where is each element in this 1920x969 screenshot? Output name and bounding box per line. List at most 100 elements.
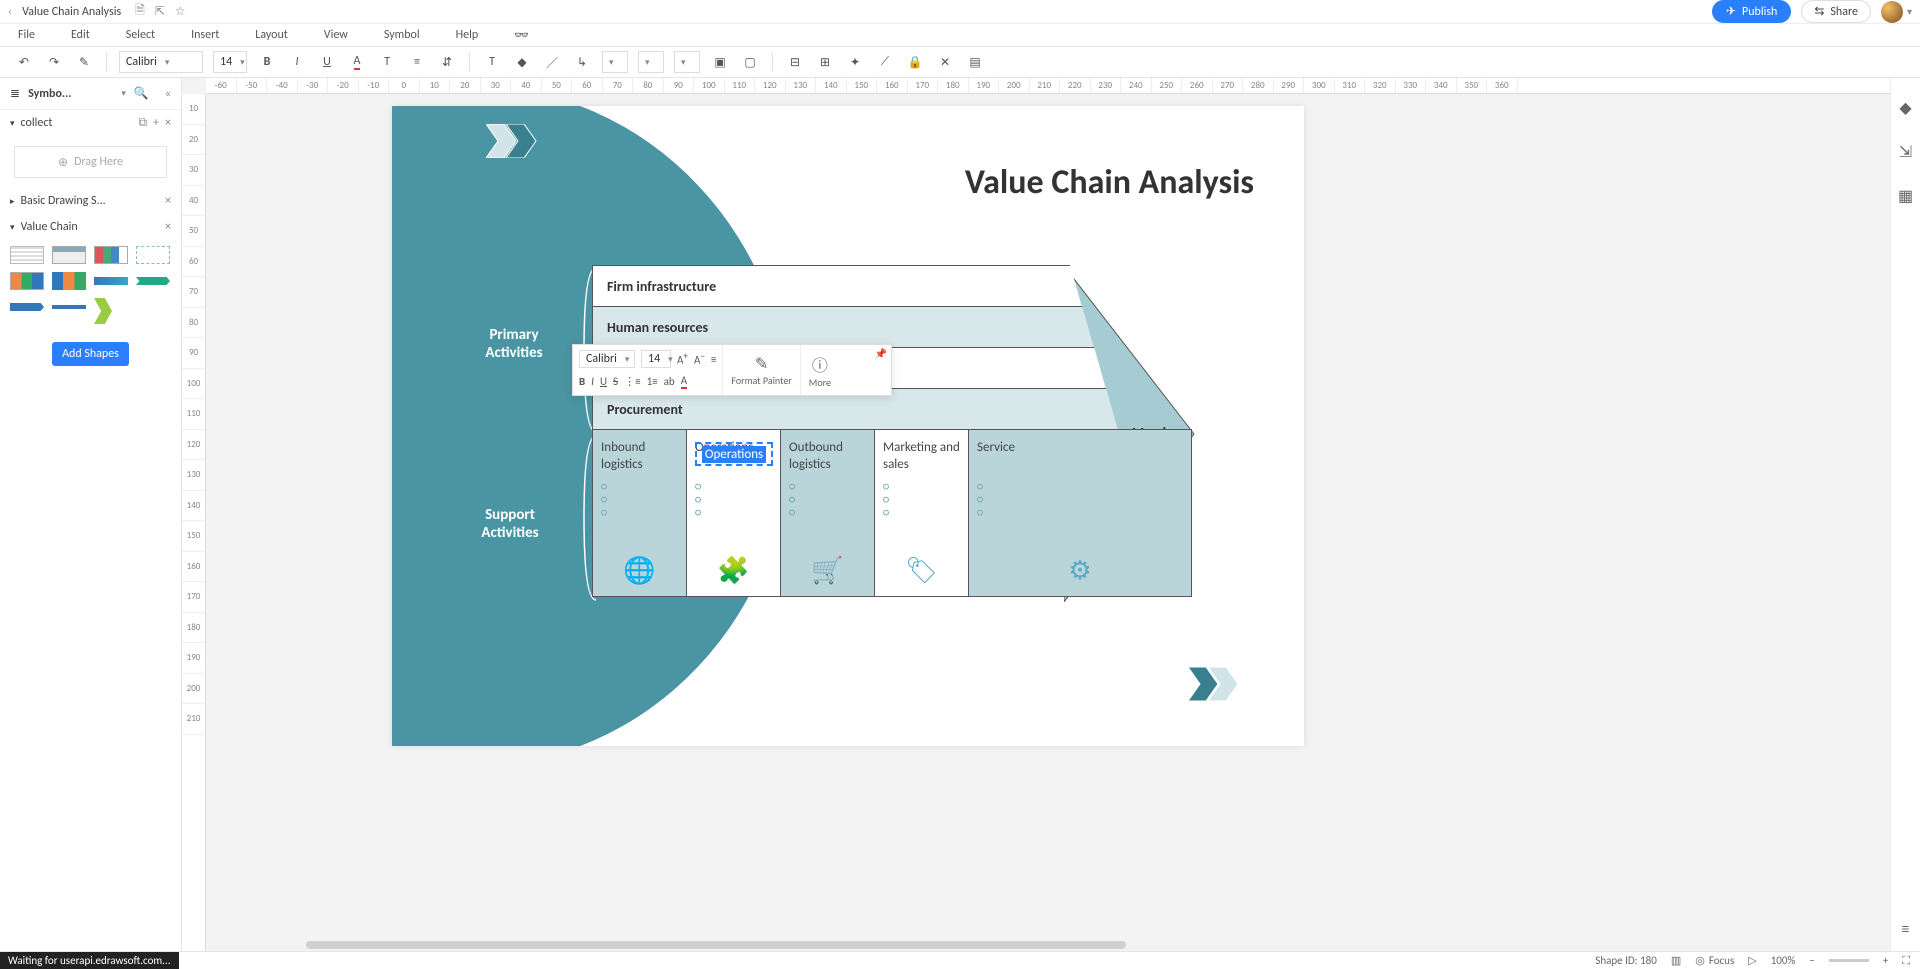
pin-icon[interactable]: 📌	[875, 347, 887, 360]
bold-icon[interactable]: B	[579, 375, 585, 388]
new-window-icon[interactable]: ⧉	[138, 116, 147, 130]
shape-thumb[interactable]	[94, 246, 128, 264]
menu-view[interactable]: View	[324, 28, 348, 42]
fill-button[interactable]: ◆	[512, 52, 532, 72]
avatar[interactable]	[1881, 1, 1903, 23]
sidebar-dropdown-icon[interactable]: ▾	[121, 88, 126, 99]
export-panel-icon[interactable]: ⇲	[1899, 142, 1912, 162]
menu-layout[interactable]: Layout	[255, 28, 288, 42]
page[interactable]: Value Chain Analysis Primary Activities …	[392, 106, 1304, 746]
sidebar-group-valuechain[interactable]: ▾ Value Chain ×	[0, 214, 181, 240]
fullscreen-icon[interactable]: ⛶	[1902, 954, 1910, 968]
menu-symbol[interactable]: Symbol	[384, 28, 420, 42]
bold-button[interactable]: B	[257, 52, 277, 72]
crop-button[interactable]: ⟋	[875, 52, 895, 72]
group-button[interactable]: ▣	[710, 52, 730, 72]
shape-thumb[interactable]	[94, 277, 128, 285]
shape-thumb[interactable]	[52, 246, 86, 264]
font-size-select[interactable]: 14▾	[213, 51, 247, 73]
shape-thumb[interactable]	[52, 272, 86, 290]
shape-thumb[interactable]	[136, 277, 170, 285]
increase-font-icon[interactable]: A+	[677, 351, 688, 367]
format-painter-button[interactable]: ✎	[74, 52, 94, 72]
focus-button[interactable]: ◎ Focus	[1695, 954, 1734, 967]
user-menu-chevron[interactable]: ▾	[1907, 5, 1912, 18]
more-panel-icon[interactable]: ≡	[1902, 920, 1910, 939]
font-color-button[interactable]: A	[347, 52, 367, 72]
add-shapes-button[interactable]: Add Shapes	[52, 342, 129, 366]
menu-insert[interactable]: Insert	[191, 28, 219, 42]
bullet-list-icon[interactable]: ⋮≡	[624, 375, 640, 388]
redo-button[interactable]: ↷	[44, 52, 64, 72]
primary-activity-cell[interactable]: Inbound logistics○○○🌐	[593, 430, 687, 596]
export-icon[interactable]: ⇱	[155, 4, 165, 19]
italic-icon[interactable]: I	[591, 375, 594, 388]
text-tool-button[interactable]: T	[482, 52, 502, 72]
tools-button[interactable]: ✕	[935, 52, 955, 72]
line-start-select[interactable]: ▾	[602, 51, 628, 73]
text-edit-selection[interactable]: Operations	[695, 442, 773, 466]
line-style-select[interactable]: ▾	[674, 51, 700, 73]
drag-here-zone[interactable]: ⊕ Drag Here	[14, 146, 167, 178]
float-format-painter[interactable]: ✎ Format Painter	[723, 345, 800, 395]
font-color-icon[interactable]: A	[681, 374, 687, 389]
lock-button[interactable]: 🔒	[905, 52, 925, 72]
presentation-icon[interactable]: ▷	[1748, 954, 1756, 967]
italic-button[interactable]: I	[287, 52, 307, 72]
zoom-level[interactable]: 100%	[1771, 954, 1796, 967]
grid-panel-icon[interactable]: ▦	[1898, 186, 1913, 206]
menu-file[interactable]: File	[18, 28, 35, 42]
line-spacing-button[interactable]: ⇵	[437, 52, 457, 72]
close-icon[interactable]: ×	[165, 116, 171, 130]
decrease-font-icon[interactable]: A−	[694, 351, 705, 367]
font-family-select[interactable]: Calibri▾	[119, 51, 203, 73]
case-icon[interactable]: ab	[664, 375, 675, 388]
zoom-out-button[interactable]: −	[1809, 954, 1814, 967]
connector-button[interactable]: ↳	[572, 52, 592, 72]
shape-thumb[interactable]	[136, 246, 170, 264]
primary-activity-cell[interactable]: Marketing and sales○○○🏷	[875, 430, 969, 596]
align-icon[interactable]: ≡	[711, 353, 716, 366]
undo-button[interactable]: ↶	[14, 52, 34, 72]
theme-icon[interactable]: ◆	[1899, 98, 1911, 118]
menu-select[interactable]: Select	[126, 28, 155, 42]
zoom-slider[interactable]	[1829, 959, 1869, 962]
add-icon[interactable]: +	[153, 116, 159, 130]
distribute-button[interactable]: ⊞	[815, 52, 835, 72]
search-icon[interactable]: 🔍	[134, 86, 149, 101]
close-icon[interactable]: ×	[165, 220, 171, 234]
shape-thumb[interactable]	[10, 303, 44, 311]
ungroup-button[interactable]: ▢	[740, 52, 760, 72]
primary-activity-cell[interactable]: Outbound logistics○○○🛒	[781, 430, 875, 596]
sidebar-group-basic[interactable]: ▸ Basic Drawing S... ×	[0, 188, 181, 214]
menu-binoculars-icon[interactable]: 👓	[514, 28, 529, 43]
horizontal-scrollbar[interactable]	[206, 939, 1890, 951]
float-more[interactable]: ⓘ More	[801, 345, 839, 395]
back-icon[interactable]: ‹	[8, 5, 12, 19]
align-objects-button[interactable]: ⊟	[785, 52, 805, 72]
image-button[interactable]: ▤	[965, 52, 985, 72]
text-box-button[interactable]: T	[377, 52, 397, 72]
menu-help[interactable]: Help	[456, 28, 479, 42]
zoom-in-button[interactable]: +	[1883, 954, 1888, 967]
shape-thumb[interactable]	[52, 305, 86, 309]
sidebar-group-collect[interactable]: ▾ collect ⧉ + ×	[0, 110, 181, 136]
underline-button[interactable]: U	[317, 52, 337, 72]
support-activity-row[interactable]: Human resources	[592, 306, 1192, 348]
effects-button[interactable]: ✦	[845, 52, 865, 72]
close-icon[interactable]: ×	[165, 194, 171, 208]
collapse-sidebar-icon[interactable]: «	[165, 87, 171, 101]
primary-activity-cell[interactable]: Service○○○⚙	[969, 430, 1191, 596]
support-activity-row[interactable]: Firm infrastructure	[592, 265, 1192, 307]
float-font-select[interactable]: Calibri▾	[579, 350, 635, 368]
float-size-select[interactable]: 14▾	[641, 350, 671, 368]
share-button[interactable]: ⇆ Share	[1801, 0, 1871, 23]
canvas[interactable]: -60-50-40-30-20-100102030405060708090100…	[182, 78, 1920, 951]
shape-thumb[interactable]	[10, 272, 44, 290]
underline-icon[interactable]: U	[600, 375, 607, 388]
shape-thumb[interactable]	[10, 246, 44, 264]
layers-icon[interactable]: ▥	[1671, 954, 1681, 967]
shape-thumb[interactable]	[94, 298, 112, 324]
align-button[interactable]: ≡	[407, 52, 427, 72]
publish-button[interactable]: ✈ Publish	[1712, 0, 1791, 23]
